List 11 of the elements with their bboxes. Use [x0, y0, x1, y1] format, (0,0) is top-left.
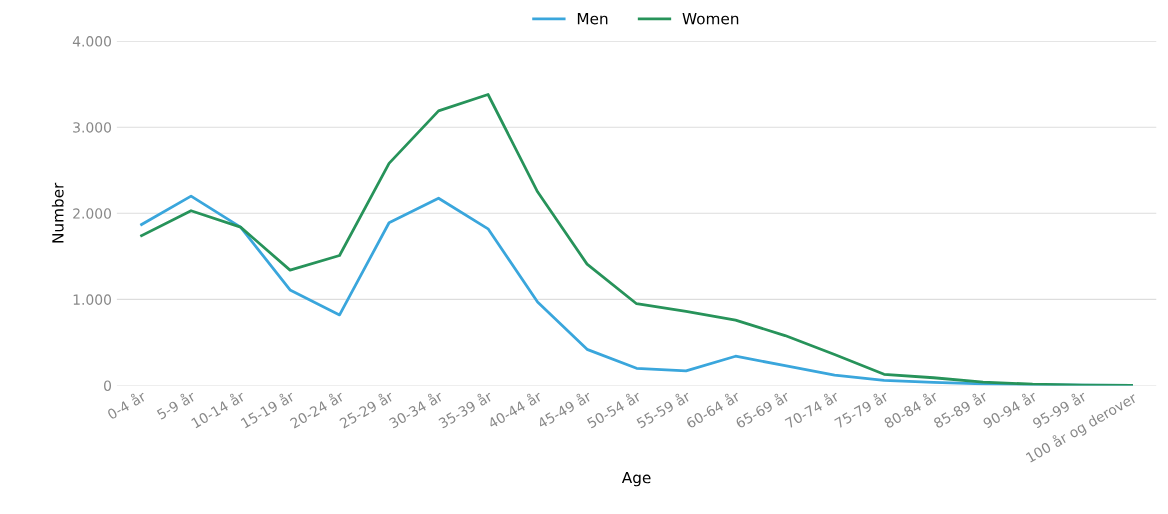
y-tick-label: 1.000 [73, 294, 112, 305]
x-axis-title: Age [621, 471, 651, 487]
legend-label: Women [682, 13, 739, 25]
y-tick-label: 4.000 [72, 36, 112, 47]
y-tick-label: 2.000 [73, 208, 112, 219]
y-axis-title: Number [51, 182, 64, 243]
legend-label: Men [577, 13, 608, 25]
line-series [140, 93, 1133, 386]
x-tick-label: 0-4 år [106, 392, 147, 420]
y-tick-label: 3.000 [73, 122, 112, 133]
y-tick-label: 0 [104, 380, 112, 391]
